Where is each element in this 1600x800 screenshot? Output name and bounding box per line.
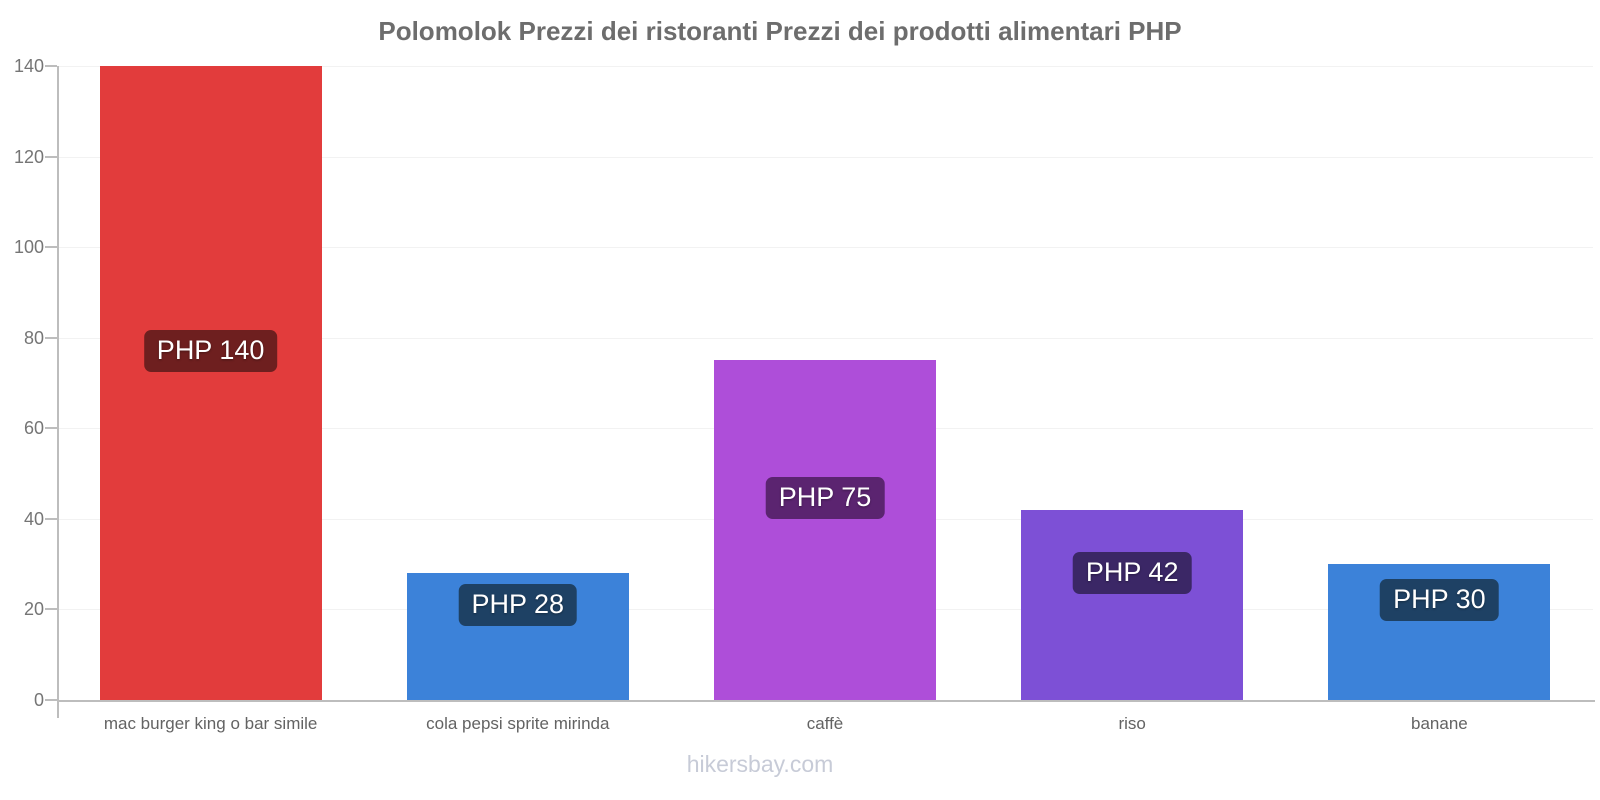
y-tick-label: 100 [13,237,44,258]
bar-value-badge: PHP 28 [458,583,578,626]
y-tick-label: 0 [33,690,44,710]
gridline [57,156,1593,158]
x-axis-line [57,700,1595,702]
x-category-label: mac burger king o bar simile [103,714,318,733]
gridline [57,66,1593,67]
x-category-label: caffè [806,714,844,733]
y-tick-label: 60 [23,418,44,439]
bar: PHP 42 [1021,509,1244,700]
y-tick-label: 20 [23,599,44,620]
y-tick-mark [45,517,57,520]
y-tick-mark [45,427,57,430]
bar-value-badge: PHP 42 [1072,551,1192,594]
y-tick-mark [45,155,57,158]
y-tick-label: 40 [23,508,44,529]
bar: PHP 140 [99,66,322,700]
y-tick-mark [45,65,57,67]
y-tick-mark [45,336,57,339]
bar: PHP 28 [406,573,629,700]
y-axis-line [57,66,59,718]
x-category-label: riso [1118,714,1146,733]
bar-value-badge: PHP 75 [765,477,885,520]
gridline [57,247,1593,249]
bar: PHP 30 [1328,564,1551,700]
y-tick-mark [45,246,57,249]
y-tick-label: 120 [13,146,44,167]
chart-title: Polomolok Prezzi dei ristoranti Prezzi d… [378,16,1182,46]
y-tick-mark [45,608,57,611]
y-tick-label: 140 [13,56,44,76]
watermark-link: hikersbay.com [686,751,834,777]
x-category-label: banane [1411,714,1468,733]
x-category-label: cola pepsi sprite mirinda [426,714,610,733]
y-tick-mark [45,699,57,701]
bar-value-badge: PHP 140 [143,330,278,372]
y-tick-label: 80 [23,327,44,348]
gridline [57,337,1593,339]
bar-value-badge: PHP 30 [1380,579,1499,622]
bar: PHP 75 [714,360,936,700]
